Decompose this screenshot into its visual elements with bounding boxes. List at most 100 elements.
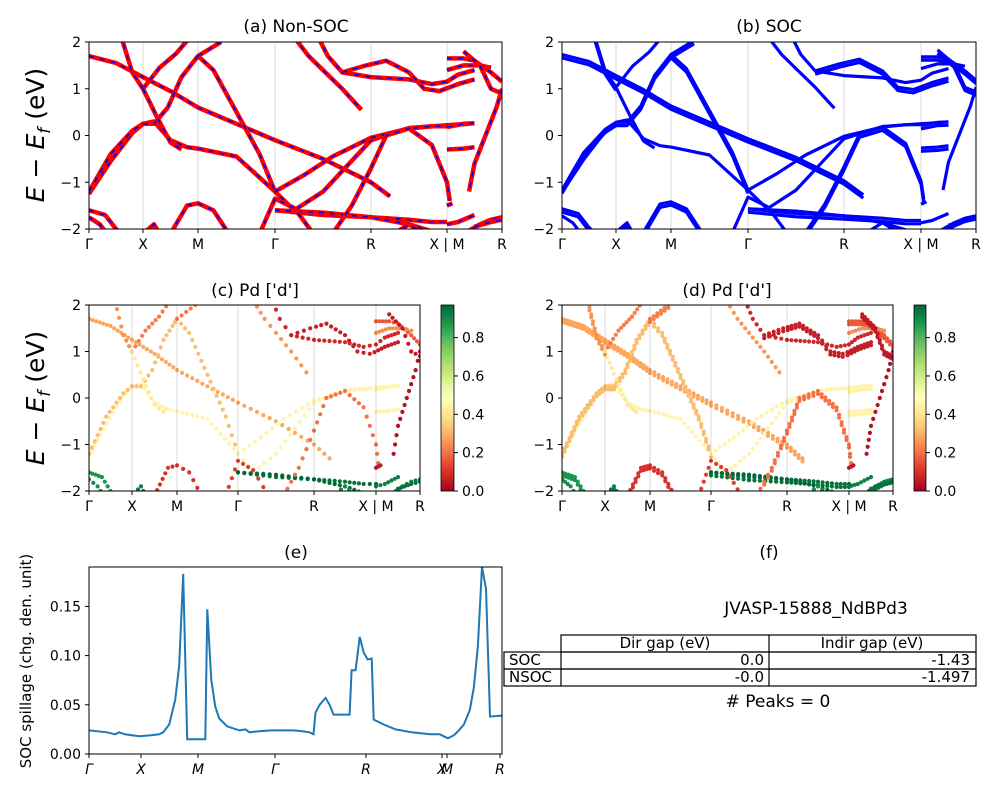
projection-point [314, 324, 319, 329]
energy-tick-label: −2 [533, 222, 554, 238]
projection-point [594, 336, 599, 341]
projection-point [294, 356, 299, 361]
projection-point [614, 492, 618, 496]
projection-point [254, 305, 260, 309]
projection-point [766, 334, 772, 339]
projection-point [622, 349, 627, 354]
projection-point [656, 471, 661, 476]
projection-point [797, 395, 802, 401]
soc-band-line [614, 42, 660, 89]
spillage-tick-label: 0.10 [50, 649, 81, 665]
projection-point [361, 481, 366, 487]
projection-point [872, 485, 877, 490]
projection-point [840, 351, 845, 356]
projection-point [640, 331, 645, 336]
projection-point [125, 387, 130, 392]
projection-point [845, 353, 850, 358]
projection-point [765, 475, 771, 480]
projection-point [149, 396, 154, 401]
band-line-overlay [142, 88, 182, 151]
projection-point [860, 326, 865, 331]
energy-tick-label: 1 [72, 82, 81, 98]
projection-point [308, 437, 313, 442]
projection-point [768, 479, 773, 484]
projection-point [701, 429, 706, 434]
projection-point [136, 338, 141, 344]
projection-point [739, 321, 744, 326]
projection-point [293, 409, 298, 414]
projection-point [605, 355, 610, 360]
projection-point [658, 308, 664, 313]
projection-point [355, 494, 359, 498]
projection-point [769, 421, 774, 426]
projection-point [812, 330, 817, 335]
projection-point [629, 352, 635, 358]
projection-point [765, 354, 771, 359]
projection-point [875, 402, 880, 408]
projection-point [566, 475, 571, 480]
panel-d-title: (d) Pd ['d'] [682, 281, 771, 301]
projection-point [140, 333, 145, 338]
projection-point [364, 414, 369, 419]
projection-point [562, 449, 567, 454]
band-line-overlay [89, 54, 276, 193]
table-row-soc-label: SOC [509, 651, 541, 669]
projection-point [850, 319, 855, 324]
colorbar-tick-label: 0.4 [462, 407, 484, 423]
projection-point [342, 484, 348, 489]
projection-point [834, 344, 839, 349]
projection-point [856, 388, 862, 393]
projection-point [625, 351, 630, 356]
projection-point [804, 494, 808, 498]
soc-band-line [948, 216, 976, 227]
projection-point [296, 465, 301, 470]
panel-a-ylabel: E − Ef (eV) [21, 68, 55, 202]
projection-point [311, 337, 317, 342]
projection-point [599, 335, 605, 340]
projection-point [129, 349, 135, 354]
projection-point [859, 346, 864, 351]
projection-point [609, 366, 614, 371]
soc-band-line-split [621, 224, 631, 229]
projection-point [179, 313, 184, 318]
projection-point [855, 344, 860, 349]
projection-point [584, 492, 588, 496]
projection-point [793, 479, 799, 484]
projection-point [355, 349, 360, 354]
projection-point [220, 392, 225, 397]
projection-point [319, 323, 324, 328]
colorbar-tick-label: 0.2 [462, 446, 484, 462]
projection-point [387, 312, 392, 317]
projection-point [829, 343, 835, 348]
projection-point [304, 447, 309, 452]
kpath-label: R [361, 762, 371, 778]
projection-point [784, 442, 790, 447]
projection-point [815, 479, 821, 484]
projection-point [769, 407, 774, 412]
projection-point [347, 388, 352, 393]
kpath-label: M [644, 499, 656, 515]
projection-point [792, 449, 797, 454]
energy-tick-label: 2 [72, 298, 81, 314]
projection-point [395, 475, 401, 480]
projection-point [859, 480, 864, 485]
projection-point [585, 405, 590, 411]
projection-point [852, 349, 857, 354]
projection-point [781, 405, 786, 410]
projection-point [387, 408, 392, 414]
projection-point [99, 475, 104, 480]
projection-point [111, 405, 116, 410]
band-line-overlay [89, 209, 118, 229]
projection-point [820, 388, 825, 393]
projection-point [112, 326, 117, 331]
projection-point [322, 479, 327, 484]
projection-point [834, 408, 839, 413]
projection-point [104, 322, 109, 327]
projection-point [411, 375, 416, 380]
projection-point [775, 450, 781, 455]
projection-point [856, 327, 862, 332]
projection-point [302, 413, 307, 418]
projection-point [841, 427, 847, 432]
projection-point [377, 329, 382, 334]
projection-point [789, 396, 794, 402]
